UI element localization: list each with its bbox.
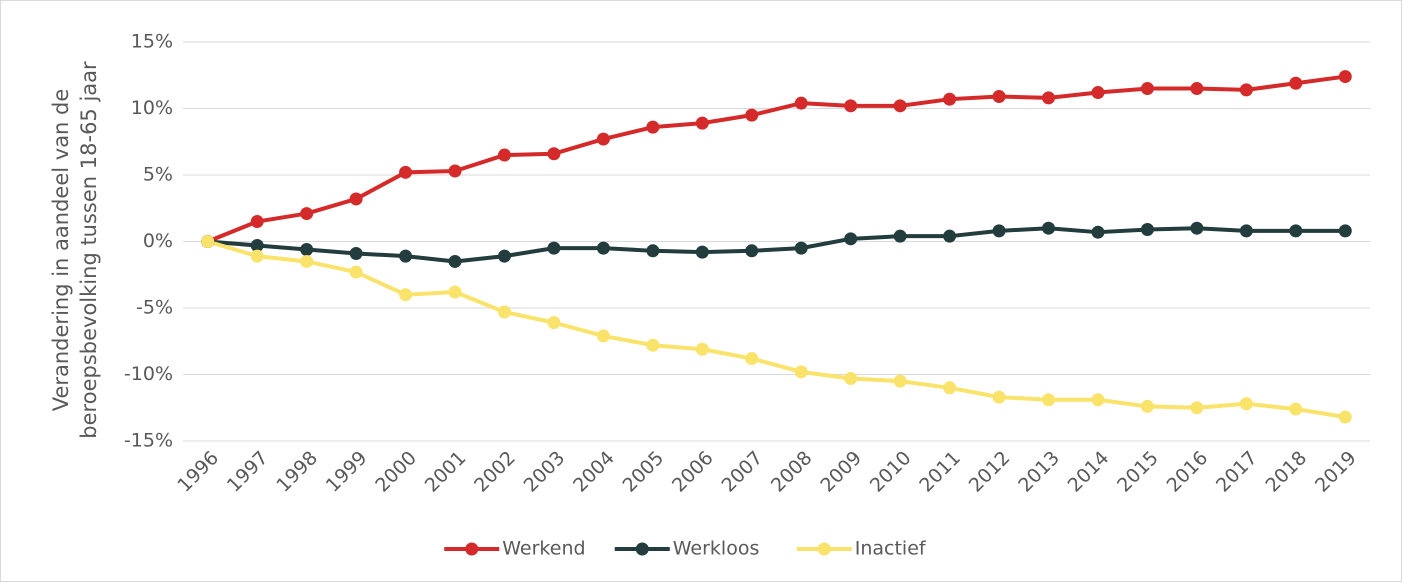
data-point (1338, 70, 1352, 84)
data-point (745, 244, 759, 258)
y-tick-label: 5% (143, 164, 173, 186)
data-point (1140, 82, 1154, 96)
data-point (794, 96, 808, 110)
data-point (646, 120, 660, 134)
legend-label: Inactief (855, 538, 927, 560)
data-point (596, 329, 610, 343)
data-point (1239, 224, 1253, 238)
data-point (1091, 86, 1105, 100)
data-point (547, 241, 561, 255)
y-axis-title: beroepsbevolking tussen 18-65 jaar (77, 61, 101, 439)
data-point (250, 238, 264, 252)
data-point (943, 92, 957, 106)
data-point (745, 352, 759, 366)
data-point (794, 365, 808, 379)
data-point (1091, 225, 1105, 239)
data-point (893, 99, 907, 113)
data-point (695, 116, 709, 130)
data-point (943, 381, 957, 395)
data-point (1091, 393, 1105, 407)
y-tick-label: 15% (131, 31, 173, 53)
y-tick-label: -15% (124, 430, 173, 452)
data-point (893, 374, 907, 388)
data-point (399, 249, 413, 263)
data-point (1042, 91, 1056, 105)
data-point (497, 305, 511, 319)
y-tick-label: -5% (136, 297, 173, 319)
data-point (497, 249, 511, 263)
data-point (992, 90, 1006, 104)
series-line (207, 239, 1346, 420)
data-point (1190, 401, 1204, 415)
data-point (596, 241, 610, 255)
data-point (1289, 402, 1303, 416)
data-point (844, 232, 858, 246)
data-point (943, 229, 957, 243)
data-point (349, 265, 363, 279)
data-point (300, 207, 314, 221)
data-point (250, 215, 264, 229)
y-tick-label: 10% (131, 97, 173, 119)
data-point (646, 338, 660, 352)
data-point (399, 288, 413, 302)
data-point (844, 99, 858, 113)
data-point (349, 192, 363, 206)
data-point (448, 285, 462, 299)
data-point (844, 371, 858, 385)
series-line (207, 226, 1346, 264)
data-point (1338, 224, 1352, 238)
data-point (1140, 223, 1154, 237)
data-point (992, 390, 1006, 404)
data-point (992, 224, 1006, 238)
data-point (1042, 393, 1056, 407)
data-point (1289, 76, 1303, 90)
data-point (448, 164, 462, 178)
data-point (1190, 82, 1204, 96)
data-point (695, 245, 709, 259)
legend-label: Werkloos (673, 538, 760, 560)
data-point (448, 254, 462, 268)
data-point (1042, 221, 1056, 235)
data-point (547, 147, 561, 161)
legend-label: Werkend (502, 538, 585, 560)
data-point (893, 229, 907, 243)
data-point (794, 241, 808, 255)
data-point (300, 254, 314, 268)
legend-marker (465, 542, 479, 556)
legend-marker (817, 542, 831, 556)
data-point (201, 235, 215, 248)
data-point (1140, 399, 1154, 413)
data-point (399, 165, 413, 179)
data-point (1289, 224, 1303, 238)
data-point (547, 316, 561, 330)
y-tick-label: 0% (143, 230, 173, 252)
y-axis-title: Verandering in aandeel van de (49, 89, 73, 412)
data-point (695, 342, 709, 356)
data-point (250, 249, 264, 263)
data-point (1190, 221, 1204, 235)
data-point (1239, 397, 1253, 411)
data-point (745, 108, 759, 122)
data-point (1239, 83, 1253, 97)
data-point (1338, 410, 1352, 424)
data-point (497, 148, 511, 162)
data-point (596, 132, 610, 146)
data-point (646, 244, 660, 258)
legend-marker (635, 542, 649, 556)
y-tick-label: -10% (124, 363, 173, 385)
data-point (300, 242, 314, 256)
data-point (349, 246, 363, 260)
series-line (206, 74, 1346, 244)
